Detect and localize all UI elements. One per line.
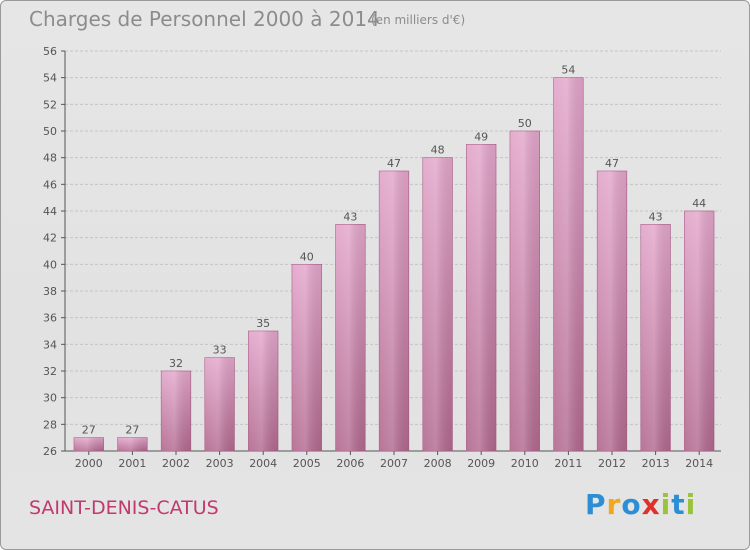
bar-shine-2011	[553, 77, 584, 452]
bar-shine-2003	[204, 357, 235, 451]
logo-letter: x	[641, 488, 661, 521]
bar-shine-2005	[291, 264, 322, 451]
data-label-2001: 27	[125, 424, 139, 437]
bar-shine-2000	[73, 437, 104, 451]
y-tick-label: 48	[43, 152, 57, 165]
data-label-2003: 33	[213, 344, 227, 357]
y-tick-label: 26	[43, 445, 57, 458]
y-tick-label: 50	[43, 125, 57, 138]
y-tick-label: 42	[43, 232, 57, 245]
bar-shine-2006	[335, 224, 366, 451]
bar-shine-2004	[248, 331, 279, 451]
logo-letter: i	[685, 488, 697, 521]
y-tick-label: 54	[43, 72, 57, 85]
y-tick-label: 34	[43, 338, 57, 351]
x-tick-label-2005: 2005	[293, 457, 321, 470]
data-label-2004: 35	[256, 317, 270, 330]
x-tick-label-2009: 2009	[467, 457, 495, 470]
data-label-2009: 49	[474, 130, 488, 143]
place-name: SAINT-DENIS-CATUS	[29, 497, 219, 519]
y-tick-label: 46	[43, 178, 57, 191]
data-label-2010: 50	[518, 117, 532, 130]
y-tick-label: 36	[43, 312, 57, 325]
data-label-2013: 43	[649, 210, 663, 223]
x-tick-label-2002: 2002	[162, 457, 190, 470]
bar-shine-2009	[466, 144, 497, 452]
bar-shine-2001	[117, 437, 148, 451]
y-tick-label: 44	[43, 205, 57, 218]
x-tick-label-2007: 2007	[380, 457, 408, 470]
x-tick-label-2011: 2011	[554, 457, 582, 470]
data-label-2002: 32	[169, 357, 183, 370]
data-label-2006: 43	[343, 210, 357, 223]
y-tick-label: 30	[43, 392, 57, 405]
data-label-2014: 44	[692, 197, 706, 210]
x-tick-label-2003: 2003	[206, 457, 234, 470]
data-label-2000: 27	[82, 424, 96, 437]
data-label-2012: 47	[605, 157, 619, 170]
logo-letter: t	[671, 488, 686, 521]
logo-letter: i	[660, 488, 672, 521]
bar-shine-2007	[379, 171, 409, 451]
x-tick-label-2008: 2008	[424, 457, 452, 470]
x-tick-label-2000: 2000	[75, 457, 103, 470]
x-tick-label-2012: 2012	[598, 457, 626, 470]
data-label-2005: 40	[300, 250, 314, 263]
data-labels: 27 27 32 33 35 40 43 47 48 49 50 54 47 43 44	[82, 64, 706, 437]
y-tick-label: 56	[43, 45, 57, 58]
data-label-2007: 47	[387, 157, 401, 170]
x-tick-label-2004: 2004	[249, 457, 277, 470]
logo-letter: P	[585, 488, 607, 521]
bar-shine-2013	[640, 224, 671, 451]
y-tick-label: 32	[43, 365, 57, 378]
logo-letter: r	[606, 488, 622, 521]
bar-shine-2012	[597, 171, 627, 451]
bars	[73, 77, 715, 452]
x-tick-label-2006: 2006	[336, 457, 364, 470]
x-tick-label-2013: 2013	[642, 457, 670, 470]
bar-shine-2010	[509, 131, 540, 451]
y-tick-label: 40	[43, 258, 57, 271]
y-tick-label: 38	[43, 285, 57, 298]
chart-unit-note: (en milliers d'€)	[371, 13, 466, 27]
chart-title: Charges de Personnel 2000 à 2014	[29, 7, 380, 31]
y-tick-label: 28	[43, 418, 57, 431]
bar-shine-2008	[422, 157, 453, 451]
x-tick-label-2010: 2010	[511, 457, 539, 470]
x-tick-label-2001: 2001	[118, 457, 146, 470]
proxiti-logo[interactable]: Proxiti	[585, 488, 696, 521]
axes: 26 28 30 32 34 36 38 40 42 44 46 48 50 52 54 56 2000 2001…	[43, 45, 721, 470]
x-tick-label-2014: 2014	[685, 457, 713, 470]
y-tick-label: 52	[43, 98, 57, 111]
data-label-2011: 54	[561, 64, 575, 77]
data-label-2008: 48	[431, 144, 445, 157]
bar-shine-2002	[161, 371, 191, 451]
logo-letter: o	[621, 488, 642, 521]
bar-shine-2014	[684, 211, 715, 451]
